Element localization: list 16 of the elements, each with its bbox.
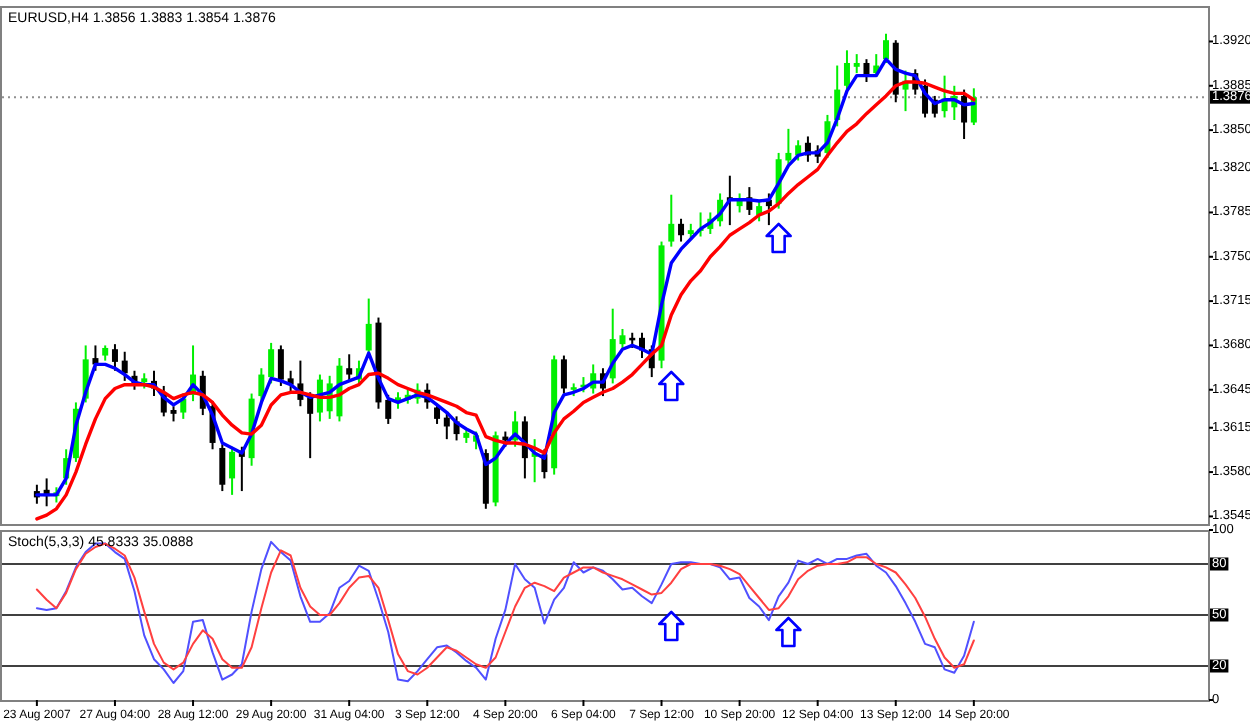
candlestick — [268, 341, 275, 385]
candlestick — [678, 217, 685, 243]
candlestick — [277, 344, 284, 387]
candlestick — [668, 193, 675, 248]
candlestick — [560, 354, 567, 395]
candlestick — [346, 353, 353, 382]
candlestick — [443, 411, 450, 441]
candlestick — [111, 343, 118, 372]
candlestick — [853, 53, 860, 75]
candlestick — [843, 49, 850, 94]
candlestick — [219, 443, 226, 493]
candlestick — [883, 32, 889, 64]
candlestick — [229, 445, 236, 496]
candlestick — [258, 367, 265, 404]
candlestick — [365, 297, 372, 357]
candlestick — [307, 391, 314, 460]
